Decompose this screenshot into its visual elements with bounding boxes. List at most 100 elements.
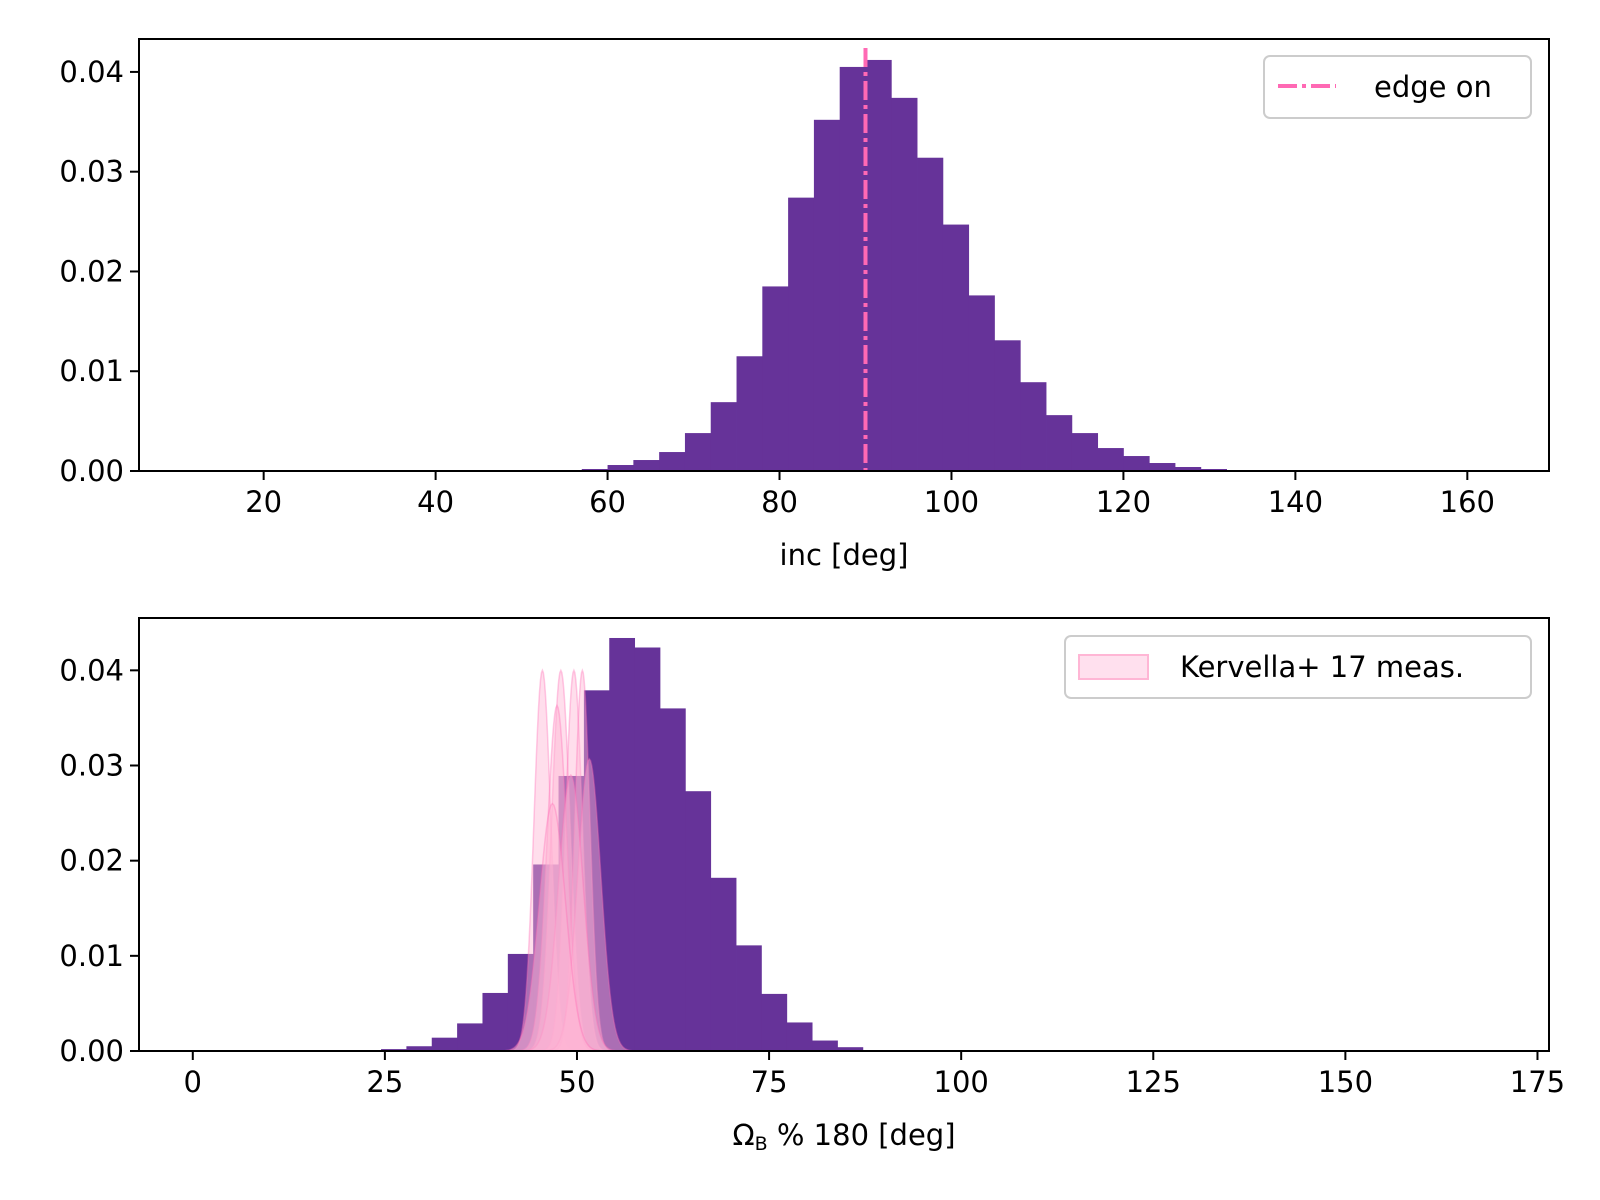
histogram-bar	[533, 864, 559, 1051]
kervella-gaussian-curve	[519, 668, 603, 1052]
histogram-bar	[994, 340, 1021, 471]
histogram-bar	[736, 356, 763, 471]
inc-x-axis-label: inc [deg]	[780, 538, 909, 572]
x-tick-label: 0	[184, 1065, 202, 1099]
histogram-bar	[788, 197, 815, 471]
omega-x-axis-label-subscript: B	[755, 1133, 768, 1155]
x-tick-label: 50	[559, 1065, 596, 1099]
y-tick-label: 0.00	[59, 1034, 124, 1068]
histogram-bar	[507, 953, 534, 1051]
histogram-bar	[865, 59, 892, 471]
x-tick-label: 120	[1096, 485, 1151, 519]
y-tick-label: 0.01	[59, 939, 124, 973]
y-tick-label: 0.03	[59, 155, 124, 189]
histogram-bar	[1123, 456, 1150, 471]
kervella-gaussian-fill	[515, 775, 627, 1051]
kervella-gaussian-curve	[515, 773, 627, 1052]
y-tick-label: 0.04	[59, 55, 124, 89]
inc-x-ticks: 20 40 60 80 100 120 140 160	[245, 471, 1495, 519]
histogram-bar	[607, 465, 634, 471]
histogram-bar	[634, 647, 661, 1051]
x-tick-label: 140	[1268, 485, 1323, 519]
histogram-bar	[685, 791, 712, 1051]
histogram-bar	[1149, 463, 1176, 471]
histogram-bar	[812, 1040, 838, 1051]
y-tick-label: 0.04	[59, 653, 124, 687]
kervella-gaussian-curve	[493, 802, 612, 1052]
x-tick-label: 40	[417, 485, 454, 519]
kervella-gaussian-overlays	[493, 668, 642, 1052]
omega-x-ticks: 0 25 50 75 100 125 150 175	[184, 1051, 1565, 1099]
histogram-bar	[761, 993, 788, 1051]
omega-y-ticks: 0.00 0.01 0.02 0.03 0.04	[59, 653, 139, 1068]
inc-legend: edge on	[1263, 55, 1532, 119]
omega-legend: Kervella+ 17 meas.	[1064, 635, 1532, 699]
histogram-bar	[684, 433, 712, 471]
omega-histogram-panel: 0 25 50 75 100 125 150 175 0.00 0.01 0.02 0.03 0.04…	[59, 617, 1565, 1155]
omega-x-axis-label-symbol: Ω	[732, 1118, 754, 1152]
y-tick-label: 0.03	[59, 749, 124, 783]
y-tick-label: 0.01	[59, 354, 124, 388]
histogram-bar	[1071, 433, 1099, 471]
histogram-bar	[1175, 467, 1202, 471]
omega-x-axis-label-rest: % 180 [deg]	[768, 1118, 956, 1152]
inclination-histogram-panel: 20 40 60 80 100 120 140 160 0.000.010.020.030.0…	[59, 38, 1550, 572]
omega-legend-kervella-swatch	[1078, 654, 1149, 680]
histogram-bar	[710, 877, 737, 1051]
x-tick-label: 80	[761, 485, 798, 519]
kervella-gaussian-fill	[547, 670, 617, 1051]
histogram-bar	[633, 460, 660, 471]
histogram-bar	[659, 708, 686, 1051]
histogram-bar	[659, 452, 686, 471]
omega-histogram-bars	[381, 637, 889, 1051]
omega-axes-frame	[138, 617, 1550, 1052]
kervella-gaussian-fill	[519, 670, 603, 1051]
histogram-bar	[917, 157, 944, 472]
kervella-gaussian-fill	[537, 758, 642, 1051]
inc-axes-frame	[138, 38, 1550, 472]
x-tick-label: 25	[366, 1065, 403, 1099]
x-tick-label: 125	[1126, 1065, 1181, 1099]
x-tick-label: 60	[589, 485, 626, 519]
omega-legend-frame	[1064, 635, 1532, 699]
x-tick-label: 20	[245, 485, 282, 519]
omega-x-axis-label: ΩB % 180 [deg]	[732, 1118, 955, 1155]
histogram-bar	[583, 690, 610, 1051]
histogram-bar	[457, 1023, 483, 1051]
x-tick-label: 150	[1318, 1065, 1373, 1099]
histogram-bar	[786, 1022, 813, 1051]
x-tick-label: 175	[1510, 1065, 1565, 1099]
kervella-gaussian-curve	[512, 703, 602, 1052]
histogram-bar	[710, 402, 737, 471]
histogram-bar	[891, 97, 918, 471]
kervella-gaussian-curve	[535, 668, 612, 1052]
omega-legend-kervella-label: Kervella+ 17 meas.	[1180, 650, 1464, 684]
histogram-bar	[837, 1047, 864, 1051]
kervella-gaussian-fill	[493, 803, 612, 1051]
histogram-bar	[736, 945, 762, 1051]
histogram-bar	[482, 992, 509, 1051]
y-tick-label: 0.00	[59, 454, 124, 488]
histogram-bar	[968, 295, 995, 471]
kervella-gaussian-curve	[504, 668, 581, 1052]
histogram-bar	[406, 1046, 433, 1051]
x-tick-label: 75	[751, 1065, 788, 1099]
inc-legend-edge-on-label: edge on	[1374, 70, 1492, 104]
inc-y-ticks: 0.00 0.01 0.02 0.03 0.04	[59, 55, 139, 488]
histogram-bar	[813, 119, 841, 472]
inc-histogram-bars	[581, 59, 1227, 472]
x-tick-label: 100	[924, 485, 979, 519]
kervella-gaussian-curve	[547, 668, 617, 1052]
histogram-bar	[839, 66, 866, 471]
x-tick-label: 160	[1440, 485, 1495, 519]
y-tick-label: 0.02	[59, 254, 124, 288]
histogram-bar	[431, 1037, 458, 1051]
histogram-bar	[1020, 382, 1047, 471]
kervella-gaussian-curve	[537, 757, 642, 1052]
histogram-bar	[558, 775, 585, 1051]
histogram-bar	[1046, 415, 1073, 471]
histogram-bar	[942, 224, 970, 471]
x-tick-label: 100	[934, 1065, 989, 1099]
histogram-bar	[762, 286, 789, 471]
